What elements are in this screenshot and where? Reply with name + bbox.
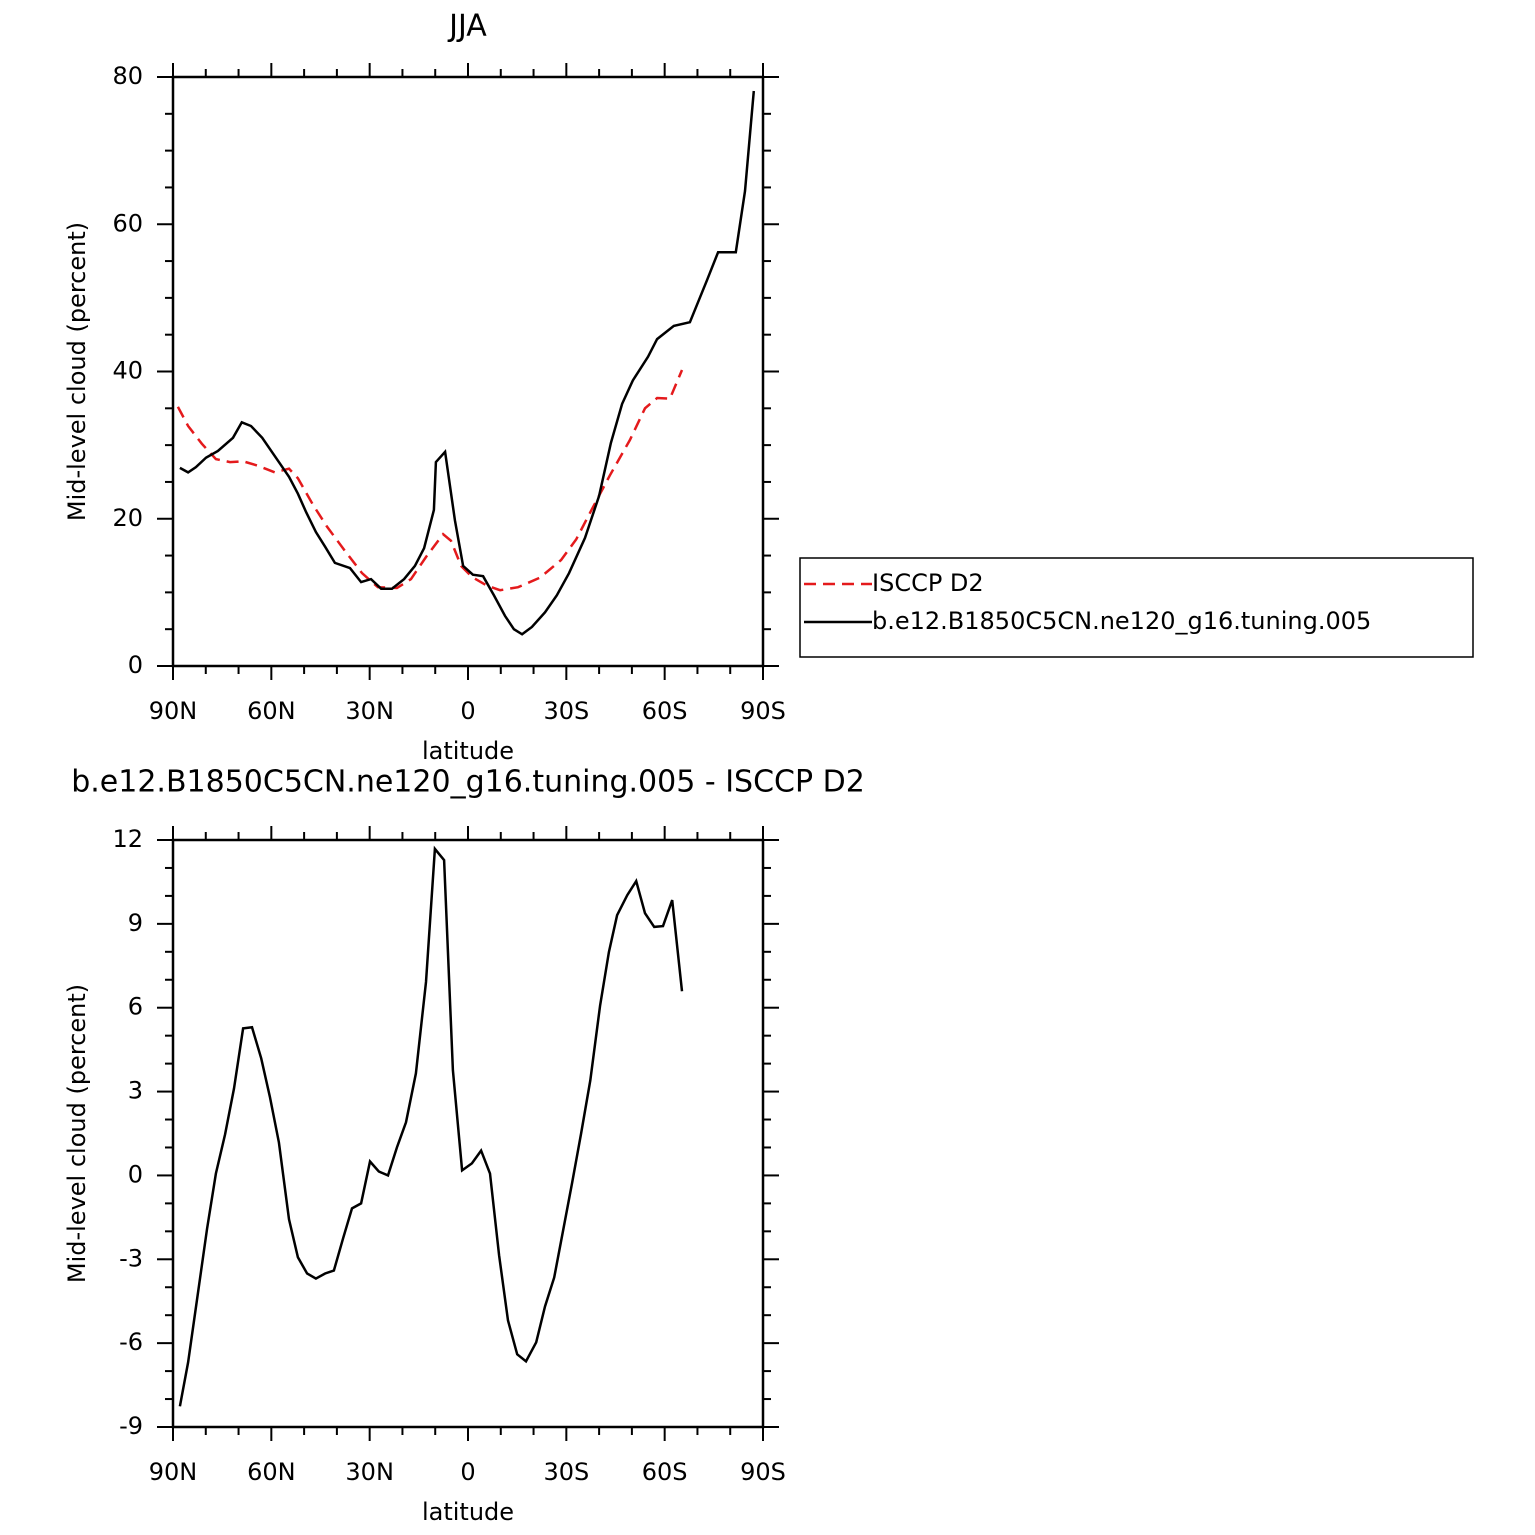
data-line xyxy=(179,90,756,636)
x-axis-label: latitude xyxy=(422,1498,514,1526)
plot-frame xyxy=(171,75,765,668)
y-tick-label: -9 xyxy=(119,1412,143,1440)
x-tick-label: 60S xyxy=(642,697,688,725)
x-tick-label: 90N xyxy=(149,697,198,725)
y-axis-label: Mid-level cloud (percent) xyxy=(63,222,91,521)
y-tick-label: 0 xyxy=(128,1160,143,1188)
y-tick-label: 80 xyxy=(112,62,143,90)
y-tick-label: 3 xyxy=(128,1077,143,1105)
y-axis-label: Mid-level cloud (percent) xyxy=(63,984,91,1283)
legend-box xyxy=(799,557,1474,658)
x-tick-label: 90S xyxy=(740,1458,786,1486)
x-tick-label: 60S xyxy=(642,1458,688,1486)
data-line xyxy=(176,369,684,592)
legend-label: b.e12.B1850C5CN.ne120_g16.tuning.005 xyxy=(872,607,1371,635)
x-axis-label: latitude xyxy=(422,737,514,765)
x-tick-label: 90N xyxy=(149,1458,198,1486)
x-tick-label: 0 xyxy=(460,697,475,725)
chart-title: JJA xyxy=(447,9,487,44)
data-line xyxy=(178,845,684,1407)
y-tick-label: 9 xyxy=(128,909,143,937)
y-tick-label: 0 xyxy=(128,651,143,679)
y-tick-label: -3 xyxy=(119,1244,143,1272)
y-tick-label: 12 xyxy=(112,825,143,853)
y-tick-label: 60 xyxy=(112,209,143,237)
chart-title: b.e12.B1850C5CN.ne120_g16.tuning.005 - I… xyxy=(71,765,865,800)
y-tick-label: 20 xyxy=(112,504,143,532)
legend-label: ISCCP D2 xyxy=(872,569,984,597)
x-tick-label: 0 xyxy=(460,1458,475,1486)
y-tick-label: 40 xyxy=(112,357,143,385)
x-tick-label: 60N xyxy=(247,697,296,725)
x-tick-label: 30S xyxy=(543,697,589,725)
x-tick-label: 60N xyxy=(247,1458,296,1486)
x-tick-label: 30S xyxy=(543,1458,589,1486)
x-tick-label: 30N xyxy=(345,1458,394,1486)
y-tick-label: -6 xyxy=(119,1328,143,1356)
x-tick-label: 30N xyxy=(345,697,394,725)
y-tick-label: 6 xyxy=(128,993,143,1021)
x-tick-label: 90S xyxy=(740,697,786,725)
